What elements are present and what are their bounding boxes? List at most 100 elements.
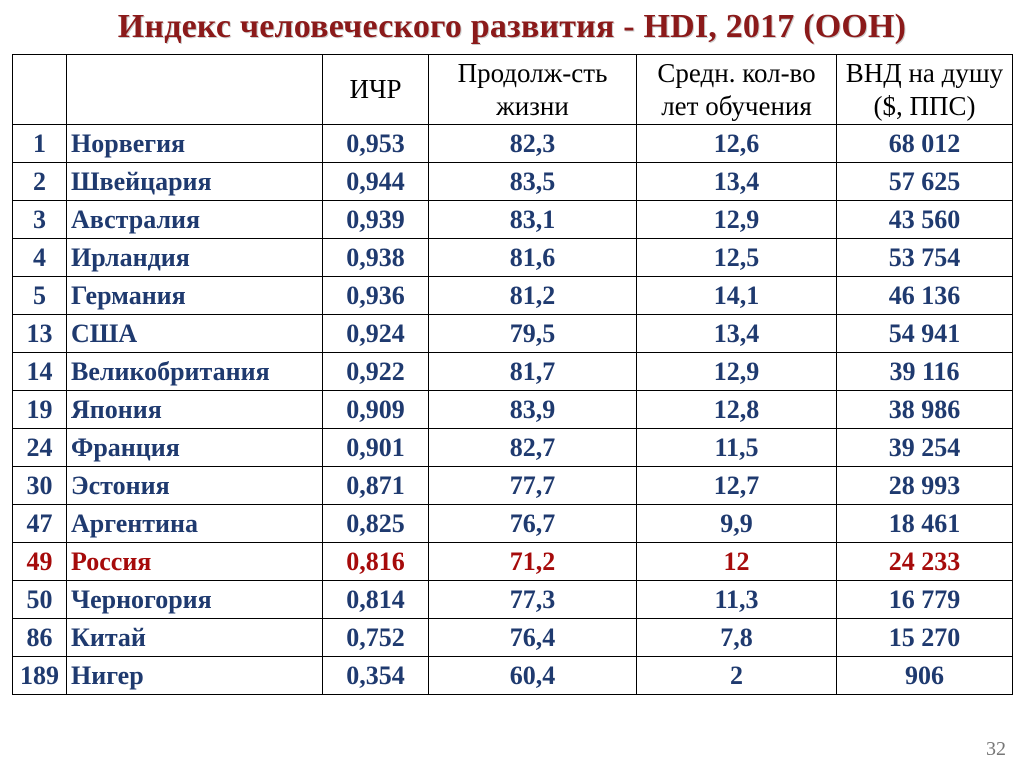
table-row: 3Австралия0,93983,112,943 560 xyxy=(13,201,1013,239)
cell-hdi: 0,816 xyxy=(323,543,429,581)
cell-life: 76,4 xyxy=(429,619,637,657)
cell-life: 83,9 xyxy=(429,391,637,429)
cell-life: 77,3 xyxy=(429,581,637,619)
cell-hdi: 0,752 xyxy=(323,619,429,657)
cell-hdi: 0,936 xyxy=(323,277,429,315)
col-edu-header: Средн. кол-во лет обучения xyxy=(637,55,837,125)
cell-life: 76,7 xyxy=(429,505,637,543)
cell-gni: 39 116 xyxy=(837,353,1013,391)
cell-rank: 50 xyxy=(13,581,67,619)
cell-edu: 9,9 xyxy=(637,505,837,543)
cell-hdi: 0,909 xyxy=(323,391,429,429)
cell-rank: 13 xyxy=(13,315,67,353)
cell-country: Германия xyxy=(67,277,323,315)
cell-edu: 12,9 xyxy=(637,353,837,391)
cell-edu: 11,5 xyxy=(637,429,837,467)
table-row: 1Норвегия0,95382,312,668 012 xyxy=(13,125,1013,163)
cell-country: Швейцария xyxy=(67,163,323,201)
cell-hdi: 0,939 xyxy=(323,201,429,239)
cell-edu: 2 xyxy=(637,657,837,695)
cell-rank: 14 xyxy=(13,353,67,391)
table-row: 14Великобритания0,92281,712,939 116 xyxy=(13,353,1013,391)
cell-edu: 12,9 xyxy=(637,201,837,239)
cell-gni: 28 993 xyxy=(837,467,1013,505)
cell-rank: 30 xyxy=(13,467,67,505)
cell-rank: 86 xyxy=(13,619,67,657)
table-row: 50Черногория0,81477,311,316 779 xyxy=(13,581,1013,619)
col-life-header-line2: жизни xyxy=(496,91,569,121)
cell-rank: 189 xyxy=(13,657,67,695)
table-row: 4Ирландия0,93881,612,553 754 xyxy=(13,239,1013,277)
cell-country: Нигер xyxy=(67,657,323,695)
cell-rank: 3 xyxy=(13,201,67,239)
cell-hdi: 0,922 xyxy=(323,353,429,391)
cell-country: Черногория xyxy=(67,581,323,619)
cell-life: 83,1 xyxy=(429,201,637,239)
col-country-header xyxy=(67,55,323,125)
col-hdi-header: ИЧР xyxy=(323,55,429,125)
cell-country: Эстония xyxy=(67,467,323,505)
cell-hdi: 0,901 xyxy=(323,429,429,467)
cell-country: Ирландия xyxy=(67,239,323,277)
cell-edu: 7,8 xyxy=(637,619,837,657)
col-life-header: Продолж-сть жизни xyxy=(429,55,637,125)
cell-edu: 12,6 xyxy=(637,125,837,163)
cell-hdi: 0,938 xyxy=(323,239,429,277)
table-row: 5Германия0,93681,214,146 136 xyxy=(13,277,1013,315)
cell-gni: 39 254 xyxy=(837,429,1013,467)
cell-hdi: 0,814 xyxy=(323,581,429,619)
cell-rank: 47 xyxy=(13,505,67,543)
cell-country: Австралия xyxy=(67,201,323,239)
col-edu-header-line2: лет обучения xyxy=(661,91,812,121)
cell-edu: 12,7 xyxy=(637,467,837,505)
slide-title: Индекс человеческого развития - HDI, 201… xyxy=(12,8,1012,46)
table-row: 13США0,92479,513,454 941 xyxy=(13,315,1013,353)
cell-rank: 24 xyxy=(13,429,67,467)
cell-hdi: 0,924 xyxy=(323,315,429,353)
cell-life: 77,7 xyxy=(429,467,637,505)
cell-life: 82,7 xyxy=(429,429,637,467)
cell-country: Япония xyxy=(67,391,323,429)
cell-edu: 12,8 xyxy=(637,391,837,429)
cell-life: 79,5 xyxy=(429,315,637,353)
cell-rank: 2 xyxy=(13,163,67,201)
cell-gni: 15 270 xyxy=(837,619,1013,657)
cell-edu: 12 xyxy=(637,543,837,581)
cell-gni: 43 560 xyxy=(837,201,1013,239)
cell-gni: 54 941 xyxy=(837,315,1013,353)
cell-country: Франция xyxy=(67,429,323,467)
cell-gni: 57 625 xyxy=(837,163,1013,201)
cell-gni: 38 986 xyxy=(837,391,1013,429)
cell-rank: 1 xyxy=(13,125,67,163)
cell-edu: 12,5 xyxy=(637,239,837,277)
table-row: 86Китай0,75276,47,815 270 xyxy=(13,619,1013,657)
cell-edu: 13,4 xyxy=(637,163,837,201)
cell-gni: 68 012 xyxy=(837,125,1013,163)
table-row: 2Швейцария0,94483,513,457 625 xyxy=(13,163,1013,201)
col-life-header-line1: Продолж-сть xyxy=(458,58,608,88)
col-gni-header-line2: ($, ППС) xyxy=(874,91,976,121)
cell-gni: 24 233 xyxy=(837,543,1013,581)
slide-number: 32 xyxy=(986,738,1006,761)
cell-country: Россия xyxy=(67,543,323,581)
table-row: 30Эстония0,87177,712,728 993 xyxy=(13,467,1013,505)
cell-hdi: 0,871 xyxy=(323,467,429,505)
cell-edu: 13,4 xyxy=(637,315,837,353)
cell-edu: 14,1 xyxy=(637,277,837,315)
cell-hdi: 0,953 xyxy=(323,125,429,163)
cell-country: Китай xyxy=(67,619,323,657)
col-rank-header xyxy=(13,55,67,125)
cell-life: 82,3 xyxy=(429,125,637,163)
cell-rank: 19 xyxy=(13,391,67,429)
cell-life: 71,2 xyxy=(429,543,637,581)
col-gni-header-line1: ВНД на душу xyxy=(846,58,1003,88)
cell-gni: 906 xyxy=(837,657,1013,695)
cell-gni: 16 779 xyxy=(837,581,1013,619)
cell-life: 81,6 xyxy=(429,239,637,277)
table-header-row: ИЧР Продолж-сть жизни Средн. кол-во лет … xyxy=(13,55,1013,125)
cell-country: Великобритания xyxy=(67,353,323,391)
table-row: 19Япония0,90983,912,838 986 xyxy=(13,391,1013,429)
cell-country: Норвегия xyxy=(67,125,323,163)
cell-life: 81,7 xyxy=(429,353,637,391)
cell-hdi: 0,944 xyxy=(323,163,429,201)
